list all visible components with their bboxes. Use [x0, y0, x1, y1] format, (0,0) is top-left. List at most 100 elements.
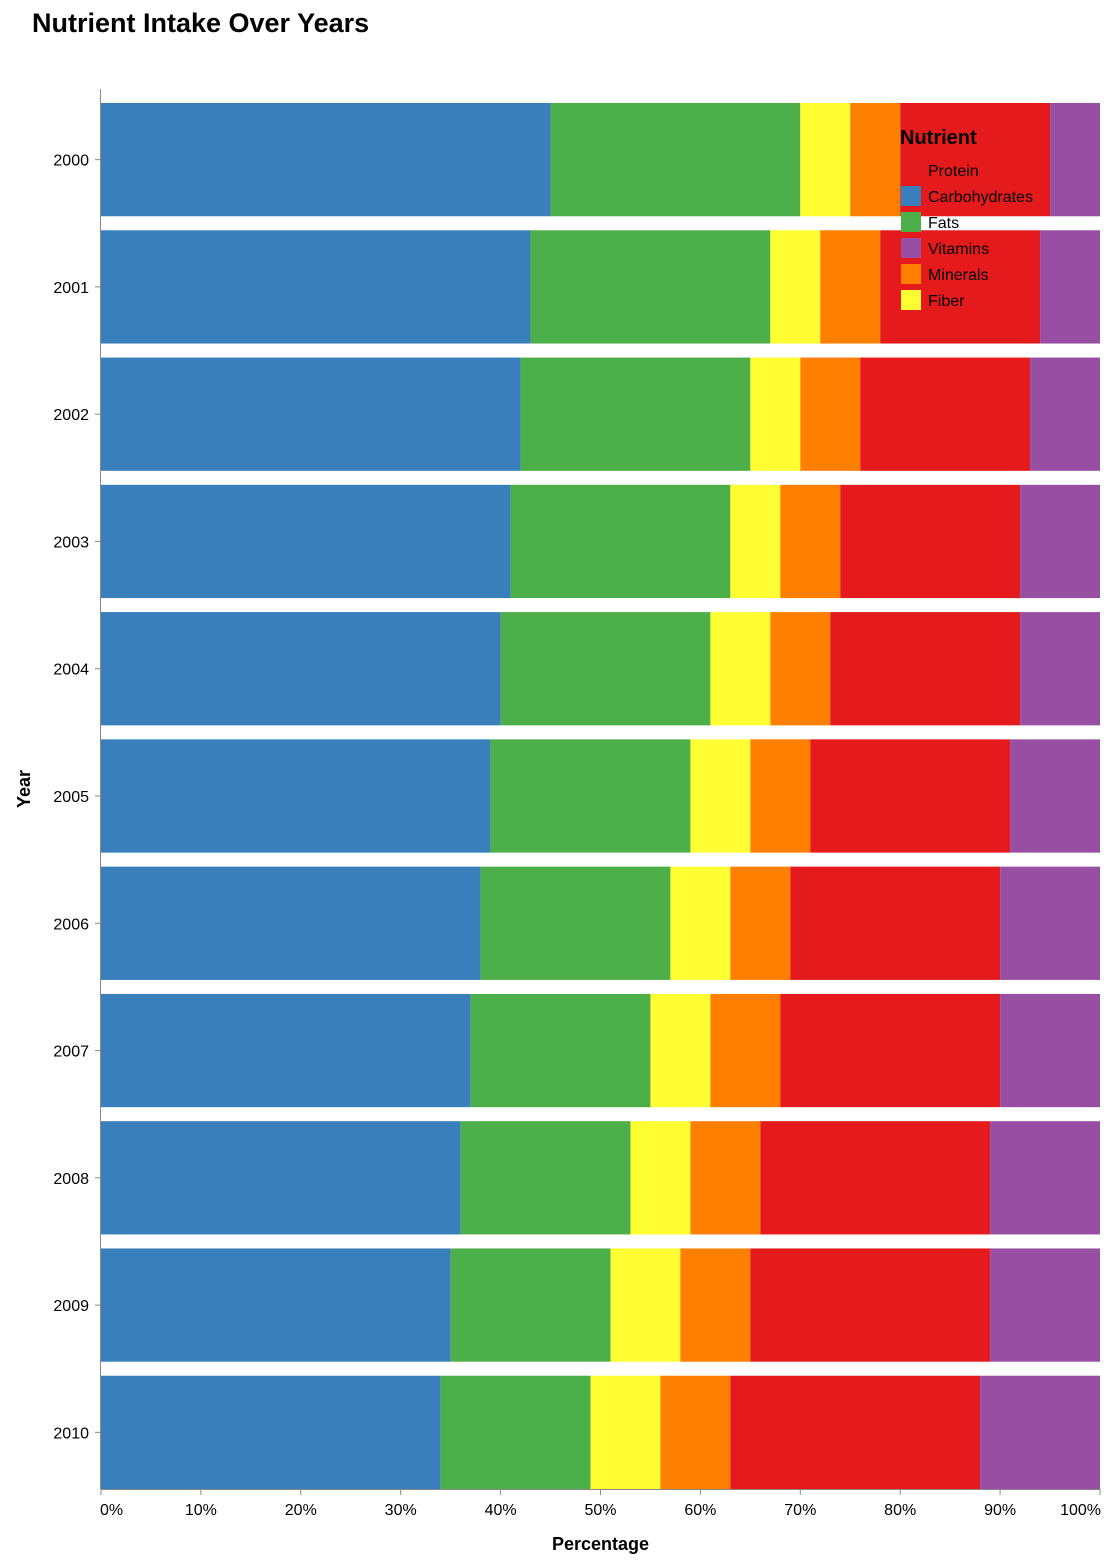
bar-2002-vitamins [1030, 357, 1100, 471]
legend-label-minerals: Minerals [928, 267, 988, 284]
x-tick-label: 40% [485, 1502, 517, 1519]
bar-2001-fiber [770, 230, 821, 344]
bar-2003-minerals [780, 484, 841, 599]
bar-2001-carbohydrates [101, 230, 531, 344]
bar-2010-minerals [660, 1375, 731, 1489]
bar-2004-carbohydrates [101, 612, 501, 726]
bar-2006-fats [480, 866, 671, 980]
bar-2002-carbohydrates [101, 357, 521, 471]
bar-2000-minerals [850, 103, 901, 217]
bar-2009-fats [450, 1248, 611, 1362]
bar-2009-minerals [680, 1248, 751, 1362]
bar-2005-fiber [690, 739, 751, 853]
bar-2004-fats [500, 612, 711, 726]
legend-label-protein: Protein [928, 163, 979, 180]
x-ticks: 0% 10% 20% 30% 40% 50% 60% 70% 80% 90% 100% [100, 1489, 1101, 1519]
x-tick-label: 30% [385, 1502, 417, 1519]
axes-layer: 0% 10% 20% 30% 40% 50% 60% 70% 80% 90% 100% 200020… [14, 89, 1101, 1554]
bar-2008-fiber [630, 1121, 691, 1235]
bar-2001-vitamins [1040, 230, 1100, 344]
y-ticks: 2000 2001 2002 2003 2004 2005 2006 2007 2008 2009… [53, 153, 101, 1442]
bar-2005-protein [810, 739, 1011, 853]
y-axis-title: Year [14, 770, 34, 808]
bar-2000-fats [550, 103, 801, 217]
legend-label-fiber: Fiber [928, 293, 965, 310]
bar-2002-minerals [800, 357, 861, 471]
bar-2004-vitamins [1020, 612, 1100, 726]
bar-2003-fiber [730, 484, 781, 599]
bar-2006-minerals [730, 866, 791, 980]
y-tick-label: 2001 [53, 280, 89, 297]
bar-2008-minerals [690, 1121, 761, 1235]
x-tick-label: 100% [1060, 1502, 1101, 1519]
bar-2007-protein [780, 993, 1001, 1108]
legend-swatch-fiber [901, 290, 921, 310]
bar-2005-minerals [750, 739, 811, 853]
bar-2009-fiber [610, 1248, 681, 1362]
chart-title: Nutrient Intake Over Years [32, 8, 370, 38]
bar-2000-protein [900, 103, 1051, 217]
x-tick-label: 20% [285, 1502, 317, 1519]
y-tick-label: 2008 [53, 1171, 89, 1188]
bar-2010-vitamins [980, 1375, 1100, 1489]
bar-2007-minerals [710, 993, 781, 1108]
x-tick-label: 70% [784, 1502, 816, 1519]
bar-2009-carbohydrates [101, 1248, 451, 1362]
bar-2006-fiber [670, 866, 731, 980]
x-tick-label: 90% [984, 1502, 1016, 1519]
x-tick-label: 80% [884, 1502, 916, 1519]
bar-2003-fats [510, 484, 731, 599]
y-tick-label: 2005 [53, 789, 89, 806]
bar-2001-minerals [820, 230, 881, 344]
legend-label-carbohydrates: Carbohydrates [928, 189, 1033, 206]
bar-2008-vitamins [990, 1121, 1100, 1235]
y-tick-label: 2004 [53, 662, 89, 679]
bars-layer [101, 103, 1100, 1489]
x-tick-label: 50% [584, 1502, 616, 1519]
bar-2005-fats [490, 739, 691, 853]
legend-swatch-vitamins [901, 238, 921, 258]
bar-2004-fiber [710, 612, 771, 726]
bar-2000-carbohydrates [101, 103, 551, 217]
bar-2002-protein [860, 357, 1031, 471]
bar-2007-carbohydrates [101, 993, 471, 1108]
bar-2008-carbohydrates [101, 1121, 461, 1235]
bar-2006-vitamins [1000, 866, 1100, 980]
legend-swatch-carbohydrates [901, 186, 921, 206]
bar-2009-protein [750, 1248, 991, 1362]
bar-2007-fiber [650, 993, 711, 1108]
bar-2002-fiber [750, 357, 801, 471]
bar-2002-fats [520, 357, 751, 471]
legend-items: Protein Carbohydrates Fats Vitamins Minerals… [901, 163, 1033, 310]
bar-2006-carbohydrates [101, 866, 481, 980]
bar-2006-protein [790, 866, 1001, 980]
legend-label-fats: Fats [928, 215, 959, 232]
bar-2004-minerals [770, 612, 831, 726]
bar-2007-vitamins [1000, 993, 1100, 1108]
y-tick-label: 2010 [53, 1425, 89, 1442]
bar-2003-vitamins [1020, 484, 1100, 599]
bar-2009-vitamins [990, 1248, 1100, 1362]
y-tick-label: 2007 [53, 1044, 89, 1061]
bar-2000-fiber [800, 103, 851, 217]
x-tick-label: 0% [100, 1502, 123, 1519]
legend-swatch-minerals [901, 264, 921, 284]
legend-label-vitamins: Vitamins [928, 241, 989, 258]
bar-2005-vitamins [1010, 739, 1100, 853]
bar-2010-fiber [590, 1375, 661, 1489]
y-tick-label: 2000 [53, 153, 89, 170]
y-tick-label: 2003 [53, 534, 89, 551]
bar-2010-carbohydrates [101, 1375, 441, 1489]
legend: Nutrient Protein Carbohydrates Fats Vitamin… [900, 127, 1033, 310]
bar-2000-vitamins [1050, 103, 1100, 217]
legend-swatch-fats [901, 212, 921, 232]
bar-2003-carbohydrates [101, 484, 511, 599]
bar-2010-fats [440, 1375, 591, 1489]
x-tick-label: 60% [684, 1502, 716, 1519]
bar-2008-protein [760, 1121, 991, 1235]
bar-2010-protein [730, 1375, 981, 1489]
bar-2008-fats [460, 1121, 631, 1235]
bar-2003-protein [840, 484, 1021, 599]
bar-2007-fats [470, 993, 651, 1108]
